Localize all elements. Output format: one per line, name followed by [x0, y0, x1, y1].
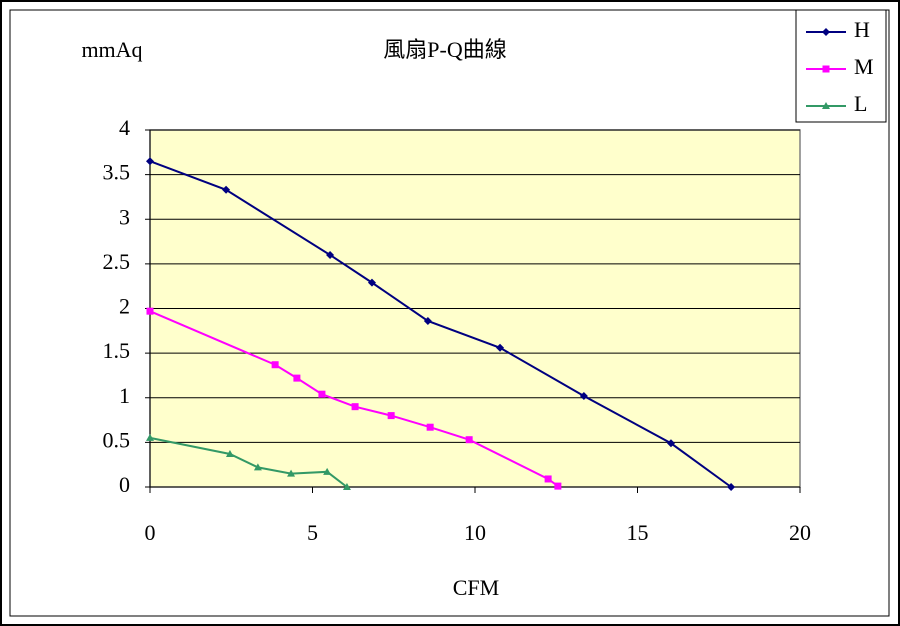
x-axis-label: CFM [453, 575, 499, 600]
y-tick-label: 1.5 [103, 338, 131, 363]
marker [146, 307, 154, 315]
marker [367, 278, 376, 287]
y-tick-label: 2.5 [103, 249, 131, 274]
marker [822, 65, 830, 73]
marker [822, 102, 830, 109]
chart-title: 風扇P-Q曲線 [383, 37, 506, 62]
marker [544, 475, 552, 483]
x-tick-label: 10 [464, 520, 486, 545]
x-tick-label: 20 [789, 520, 811, 545]
y-tick-label: 0 [119, 472, 130, 497]
marker [579, 391, 588, 400]
y-tick-label: 4 [119, 115, 130, 140]
y-axis-label: mmAq [81, 37, 142, 62]
marker [271, 361, 279, 369]
legend-label: M [854, 54, 874, 79]
marker [318, 390, 326, 398]
series-line [149, 310, 559, 487]
x-tick-label: 5 [307, 520, 318, 545]
marker [822, 28, 830, 36]
marker [351, 403, 359, 411]
marker [293, 374, 301, 382]
legend-label: H [854, 17, 870, 42]
marker [326, 250, 335, 259]
marker [496, 343, 505, 352]
marker [225, 449, 234, 457]
legend-label: L [854, 91, 867, 116]
marker [465, 436, 473, 444]
y-tick-label: 3 [119, 204, 130, 229]
marker [554, 482, 562, 490]
y-tick-label: 0.5 [103, 427, 131, 452]
legend-box [795, 9, 887, 123]
y-tick-label: 1 [119, 383, 130, 408]
y-tick-label: 3.5 [103, 160, 131, 185]
y-tick-label: 2 [119, 294, 130, 319]
x-tick-label: 0 [145, 520, 156, 545]
marker [146, 433, 154, 441]
marker [287, 469, 296, 477]
marker [727, 483, 736, 491]
marker [387, 412, 395, 420]
x-tick-label: 15 [627, 520, 649, 545]
marker [342, 483, 351, 490]
marker [423, 316, 432, 325]
marker [666, 439, 675, 448]
marker [253, 463, 262, 471]
marker [426, 423, 434, 431]
marker [323, 467, 332, 475]
marker [222, 185, 231, 194]
marker [146, 157, 154, 166]
chart-border [9, 9, 890, 617]
